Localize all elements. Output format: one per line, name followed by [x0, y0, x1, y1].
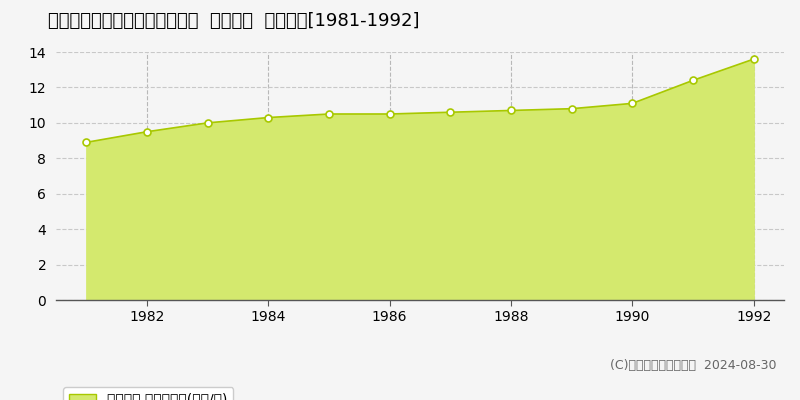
Legend: 地価公示 平均坊単価(万円/坊): 地価公示 平均坊単価(万円/坊) — [63, 387, 234, 400]
Text: (C)土地価格ドットコム  2024-08-30: (C)土地価格ドットコム 2024-08-30 — [610, 359, 776, 372]
Text: 福島県須賀川市崩免４６番１外  地価公示  地価推移[1981-1992]: 福島県須賀川市崩免４６番１外 地価公示 地価推移[1981-1992] — [48, 12, 419, 30]
